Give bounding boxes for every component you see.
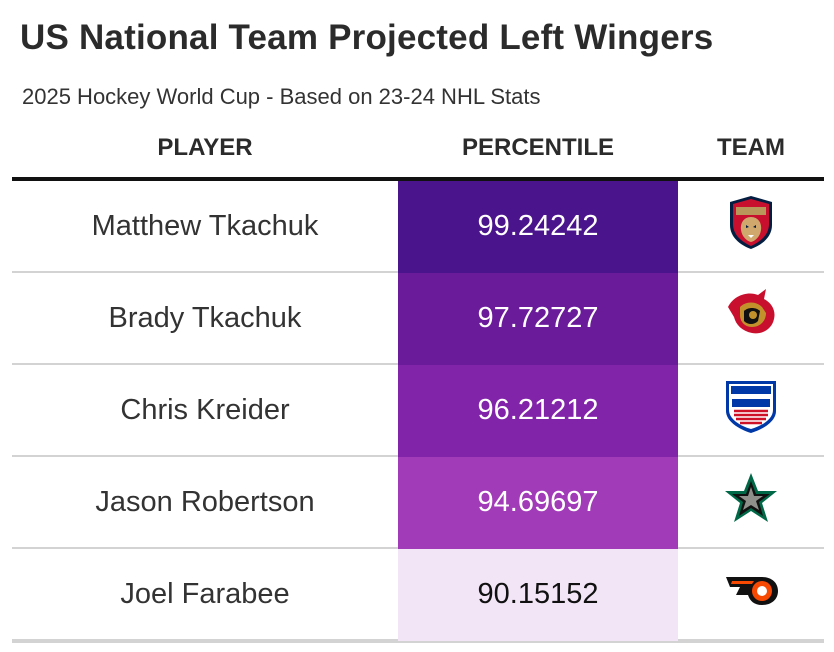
percentile-cell: 90.15152: [398, 549, 678, 641]
header-player: PLAYER: [157, 134, 253, 161]
header-percentile: PERCENTILE: [461, 134, 614, 161]
player-name: Joel Farabee: [120, 578, 290, 610]
team-cell: [678, 181, 824, 271]
table-body: Matthew Tkachuk 99.24242 Brady Tkachuk 9…: [12, 181, 824, 643]
table-row: Jason Robertson 94.69697: [12, 457, 824, 549]
team-cell: [678, 365, 824, 455]
percentile-cell: 94.69697: [398, 457, 678, 549]
table-row: Chris Kreider 96.21212: [12, 365, 824, 457]
percentile-cell: 96.21212: [398, 365, 678, 457]
header-team: TEAM: [717, 134, 785, 161]
percentile-cell: 97.72727: [398, 273, 678, 365]
player-name: Chris Kreider: [120, 394, 290, 426]
player-name: Matthew Tkachuk: [91, 210, 319, 242]
new-york-rangers-logo-icon: [726, 381, 776, 433]
ottawa-senators-logo-icon: [728, 289, 775, 334]
table-header: PLAYER PERCENTILE TEAM: [12, 133, 824, 175]
header-divider: [12, 177, 824, 181]
philadelphia-flyers-logo-icon: [726, 577, 778, 605]
table-row: Matthew Tkachuk 99.24242: [12, 181, 824, 273]
dallas-stars-logo-icon: [725, 473, 777, 522]
table-row: Brady Tkachuk 97.72727: [12, 273, 824, 365]
table-row: Joel Farabee 90.15152: [12, 549, 824, 643]
team-cell: [678, 273, 824, 363]
team-cell: [678, 549, 824, 639]
team-cell: [678, 457, 824, 547]
player-name: Jason Robertson: [95, 486, 315, 518]
player-name: Brady Tkachuk: [108, 302, 302, 334]
table-subtitle: 2025 Hockey World Cup - Based on 23-24 N…: [22, 84, 541, 109]
percentile-cell: 99.24242: [398, 181, 678, 273]
table-title: US National Team Projected Left Wingers: [20, 18, 714, 57]
florida-panthers-logo-icon: [730, 196, 772, 249]
